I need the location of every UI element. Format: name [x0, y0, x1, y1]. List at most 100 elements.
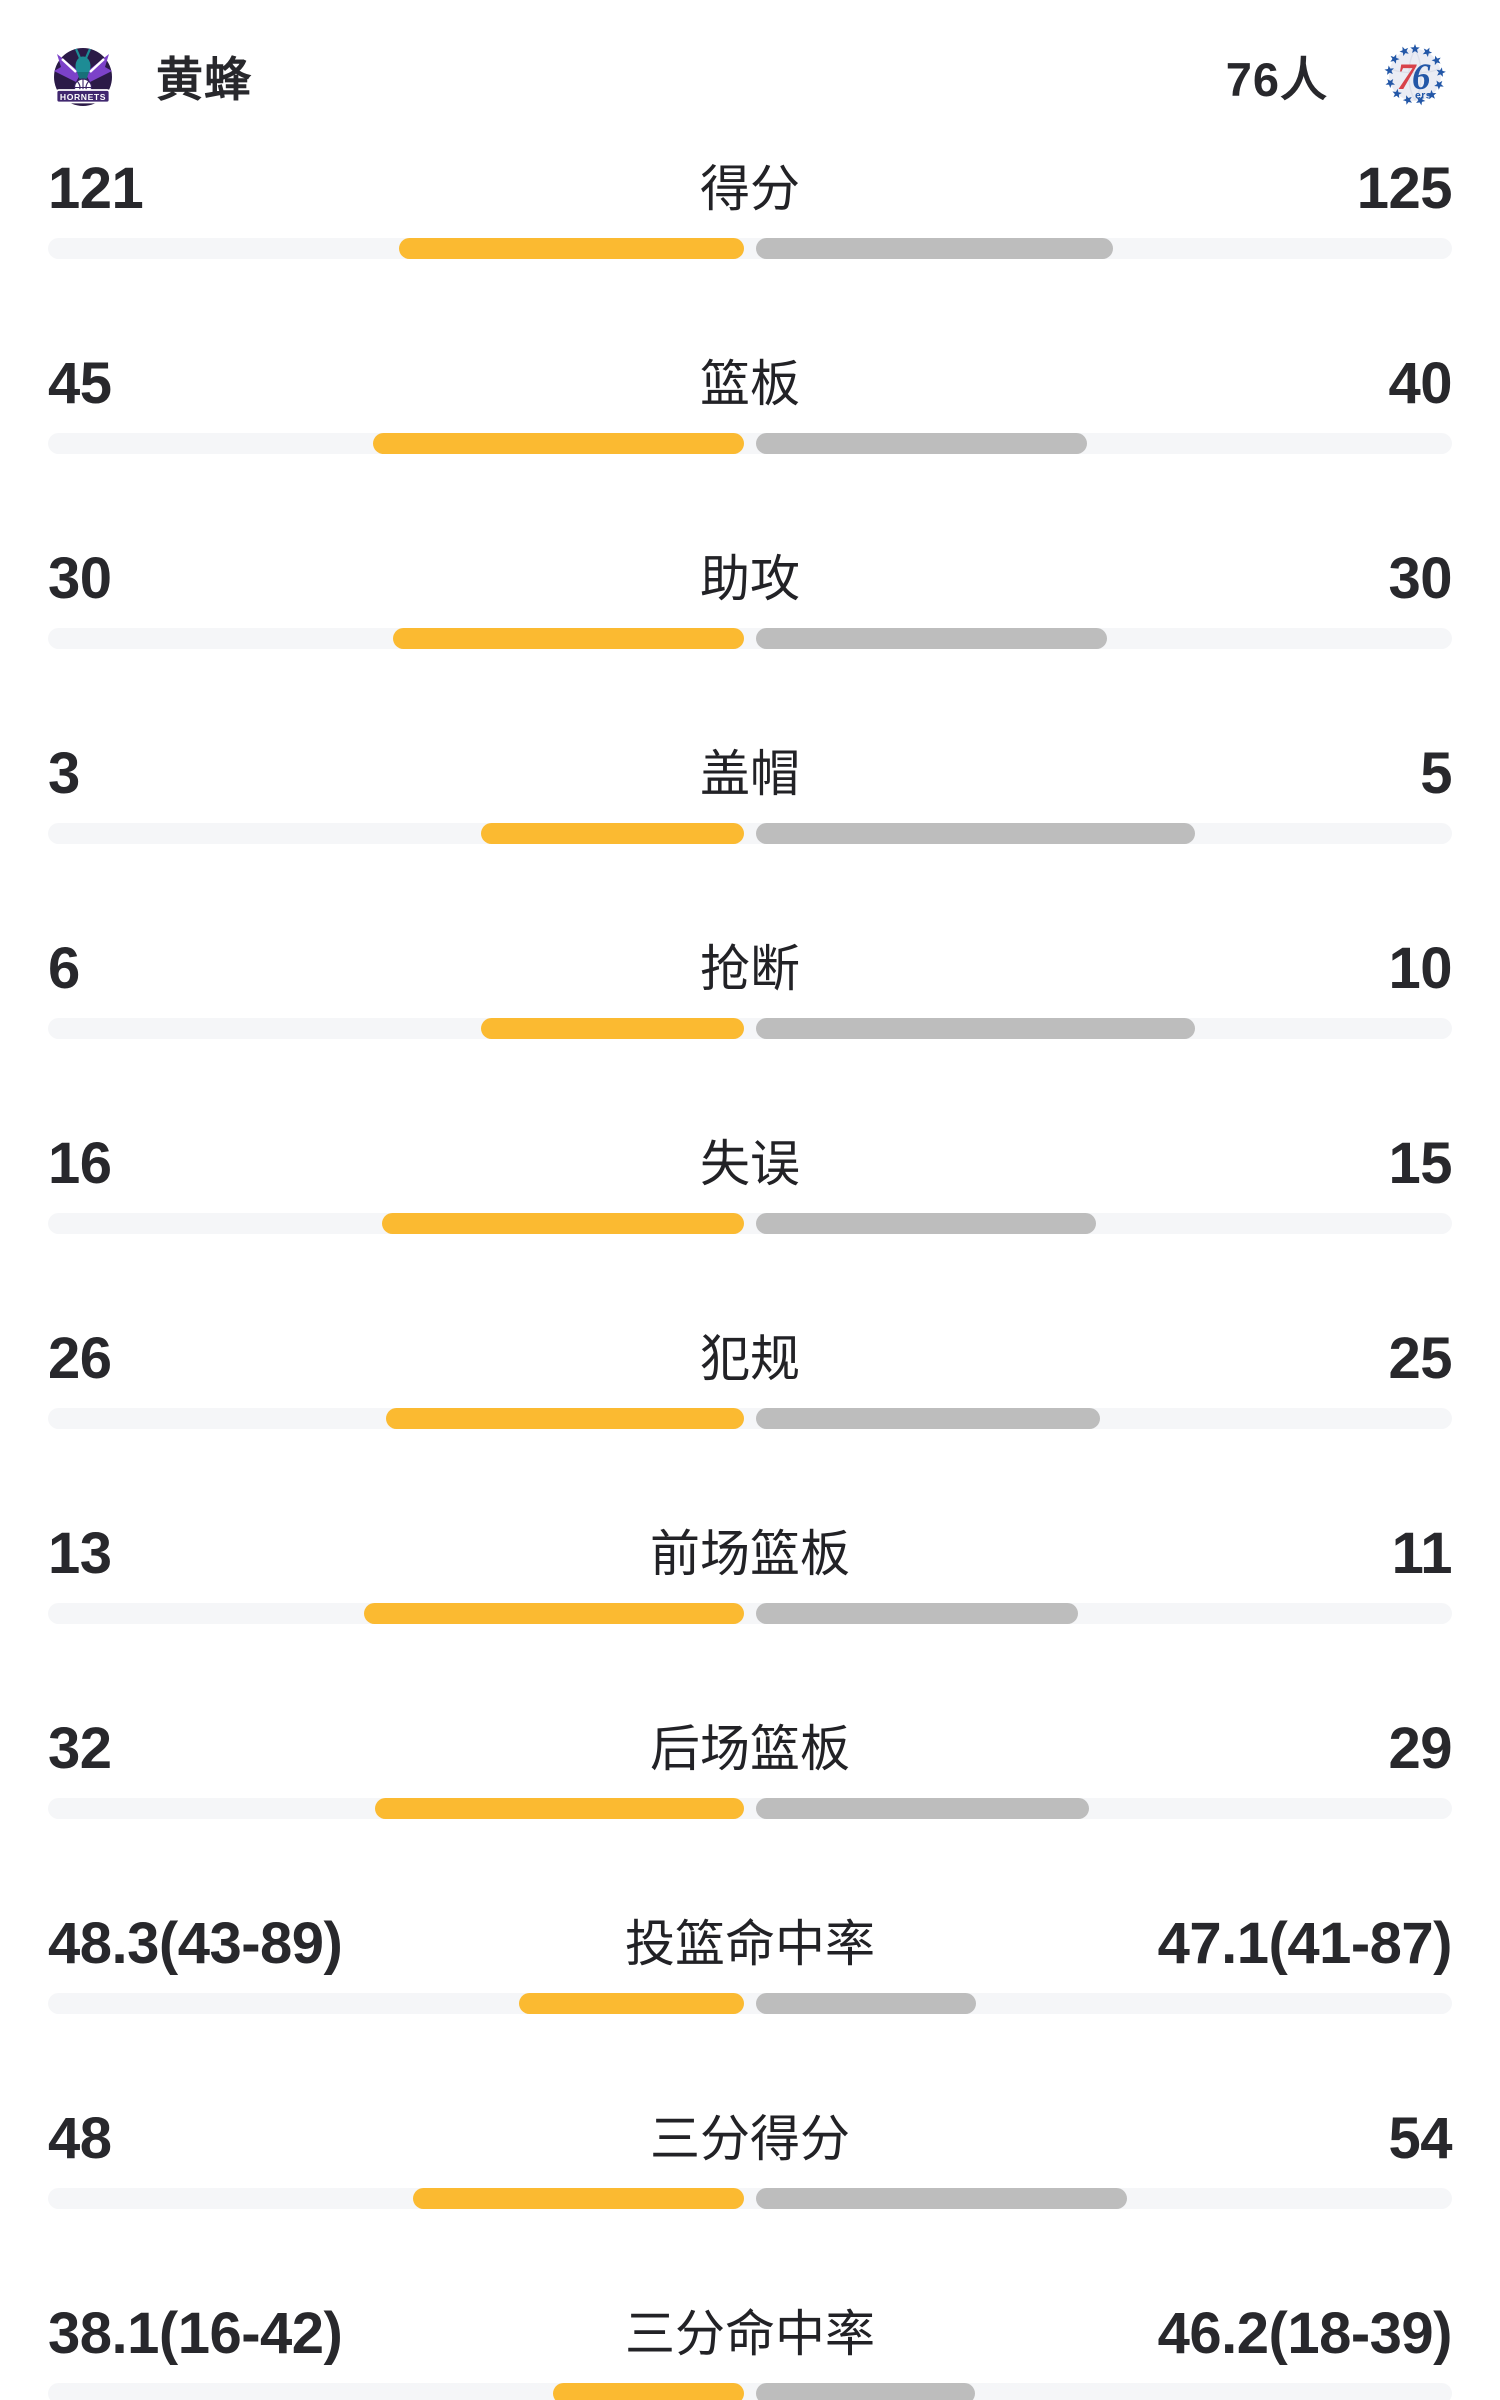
away-value: 47.1(41-87) — [1157, 1911, 1453, 1976]
away-bar — [756, 1408, 1100, 1429]
stat-label: 三分命中率 — [625, 2306, 875, 2362]
stat-label: 失误 — [700, 1136, 800, 1192]
away-value: 29 — [1388, 1716, 1452, 1781]
home-value: 32 — [48, 1716, 112, 1781]
stat-row: 30 助攻 30 — [48, 550, 1452, 710]
home-bar — [372, 433, 744, 454]
stat-label: 篮板 — [700, 356, 800, 412]
home-bar — [553, 2383, 744, 2400]
stat-values-line: 121 得分 125 — [48, 156, 1453, 221]
home-bar — [375, 1798, 744, 1819]
stat-row: 26 犯规 25 — [48, 1330, 1452, 1490]
stat-bar-track — [48, 2188, 1452, 2209]
away-bar — [756, 1993, 976, 2014]
home-value: 48 — [48, 2106, 112, 2171]
away-bar — [756, 433, 1087, 454]
away-value: 25 — [1388, 1326, 1452, 1391]
home-bar — [480, 823, 744, 844]
home-value: 6 — [48, 936, 80, 1001]
stat-values-line: 26 犯规 25 — [48, 1330, 1452, 1388]
away-value: 40 — [1388, 351, 1452, 416]
home-bar — [519, 1993, 744, 2014]
away-bar — [756, 1798, 1090, 1819]
stat-row: 48.3(43-89) 投篮命中率 47.1(41-87) — [48, 1911, 1453, 2075]
stat-row: 121 得分 125 — [48, 156, 1453, 320]
stat-bar-track — [48, 1408, 1452, 1429]
away-value: 10 — [1388, 936, 1452, 1001]
away-team-name: 76人 — [1225, 52, 1328, 106]
away-bar — [756, 1213, 1096, 1234]
stat-bar-track — [48, 2383, 1452, 2400]
home-bar — [381, 1213, 744, 1234]
stat-label: 前场篮板 — [650, 1526, 850, 1582]
away-value: 5 — [1420, 741, 1452, 806]
stat-bar-track — [48, 1798, 1452, 1819]
stat-values-line: 48 三分得分 54 — [48, 2110, 1452, 2168]
away-value: 30 — [1388, 546, 1452, 611]
home-value: 3 — [48, 741, 80, 806]
away-bar — [756, 2383, 976, 2400]
home-value: 48.3(43-89) — [48, 1911, 343, 1976]
home-value: 26 — [48, 1326, 112, 1391]
stat-row: 38.1(16-42) 三分命中率 46.2(18-39) — [48, 2301, 1453, 2400]
away-value: 11 — [1391, 1521, 1453, 1586]
stat-row: 45 篮板 40 — [48, 355, 1452, 515]
stat-bar-track — [48, 628, 1452, 649]
stat-bar-track — [48, 238, 1452, 259]
sixers-logo-icon: 7 6 ers — [1383, 44, 1447, 107]
stat-values-line: 45 篮板 40 — [48, 355, 1452, 413]
stat-label: 三分得分 — [650, 2111, 850, 2167]
away-bar — [756, 823, 1195, 844]
stat-row: 48 三分得分 54 — [48, 2110, 1452, 2270]
svg-text:HORNETS: HORNETS — [60, 92, 106, 102]
stat-values-line: 48.3(43-89) 投篮命中率 47.1(41-87) — [48, 1911, 1453, 1976]
stat-row: 16 失误 15 — [48, 1135, 1452, 1295]
away-bar — [756, 2188, 1128, 2209]
stat-label: 助攻 — [700, 551, 800, 607]
stat-label: 盖帽 — [700, 746, 800, 802]
stat-label: 投篮命中率 — [625, 1916, 875, 1972]
home-team-name: 黄蜂 — [156, 52, 252, 106]
home-bar — [480, 1018, 744, 1039]
away-bar — [756, 238, 1113, 259]
away-value: 46.2(18-39) — [1157, 2301, 1453, 2366]
stat-values-line: 38.1(16-42) 三分命中率 46.2(18-39) — [48, 2301, 1453, 2366]
hornets-logo-icon: HORNETS — [54, 48, 112, 106]
stat-bar-track — [48, 1603, 1452, 1624]
stat-label: 抢断 — [700, 941, 800, 997]
stat-values-line: 32 后场篮板 29 — [48, 1720, 1452, 1778]
away-value: 54 — [1388, 2106, 1452, 2171]
stat-values-line: 6 抢断 10 — [48, 940, 1452, 998]
stat-label: 得分 — [700, 161, 800, 217]
home-bar — [413, 2188, 744, 2209]
stat-label: 后场篮板 — [650, 1721, 850, 1777]
home-value: 30 — [48, 546, 112, 611]
svg-text:7: 7 — [1397, 57, 1417, 98]
stat-row: 13 前场篮板 11 — [48, 1521, 1453, 1685]
away-bar — [756, 1018, 1195, 1039]
away-value: 125 — [1356, 156, 1453, 221]
svg-text:6: 6 — [1412, 57, 1431, 98]
stat-row: 32 后场篮板 29 — [48, 1720, 1452, 1880]
home-value: 121 — [48, 156, 144, 221]
away-value: 15 — [1388, 1131, 1452, 1196]
stats-list: 121 得分 125 45 篮板 40 30 助攻 30 — [0, 160, 1500, 2400]
stat-values-line: 16 失误 15 — [48, 1135, 1452, 1193]
stat-bar-track — [48, 433, 1452, 454]
home-bar — [393, 628, 744, 649]
home-value: 16 — [48, 1131, 112, 1196]
away-bar — [756, 1603, 1078, 1624]
home-team: HORNETS 黄蜂 — [50, 41, 252, 110]
home-bar — [385, 1408, 744, 1429]
away-team: 76人 7 6 ers — [1226, 41, 1448, 110]
home-bar — [363, 1603, 744, 1624]
stat-bar-track — [48, 1213, 1452, 1234]
home-value: 38.1(16-42) — [48, 2301, 343, 2366]
home-value: 45 — [48, 351, 112, 416]
stat-bar-track — [48, 823, 1452, 844]
stat-bar-track — [48, 1993, 1452, 2014]
stat-row: 3 盖帽 5 — [48, 745, 1452, 905]
stat-row: 6 抢断 10 — [48, 940, 1452, 1100]
home-bar — [398, 238, 744, 259]
away-bar — [756, 628, 1107, 649]
